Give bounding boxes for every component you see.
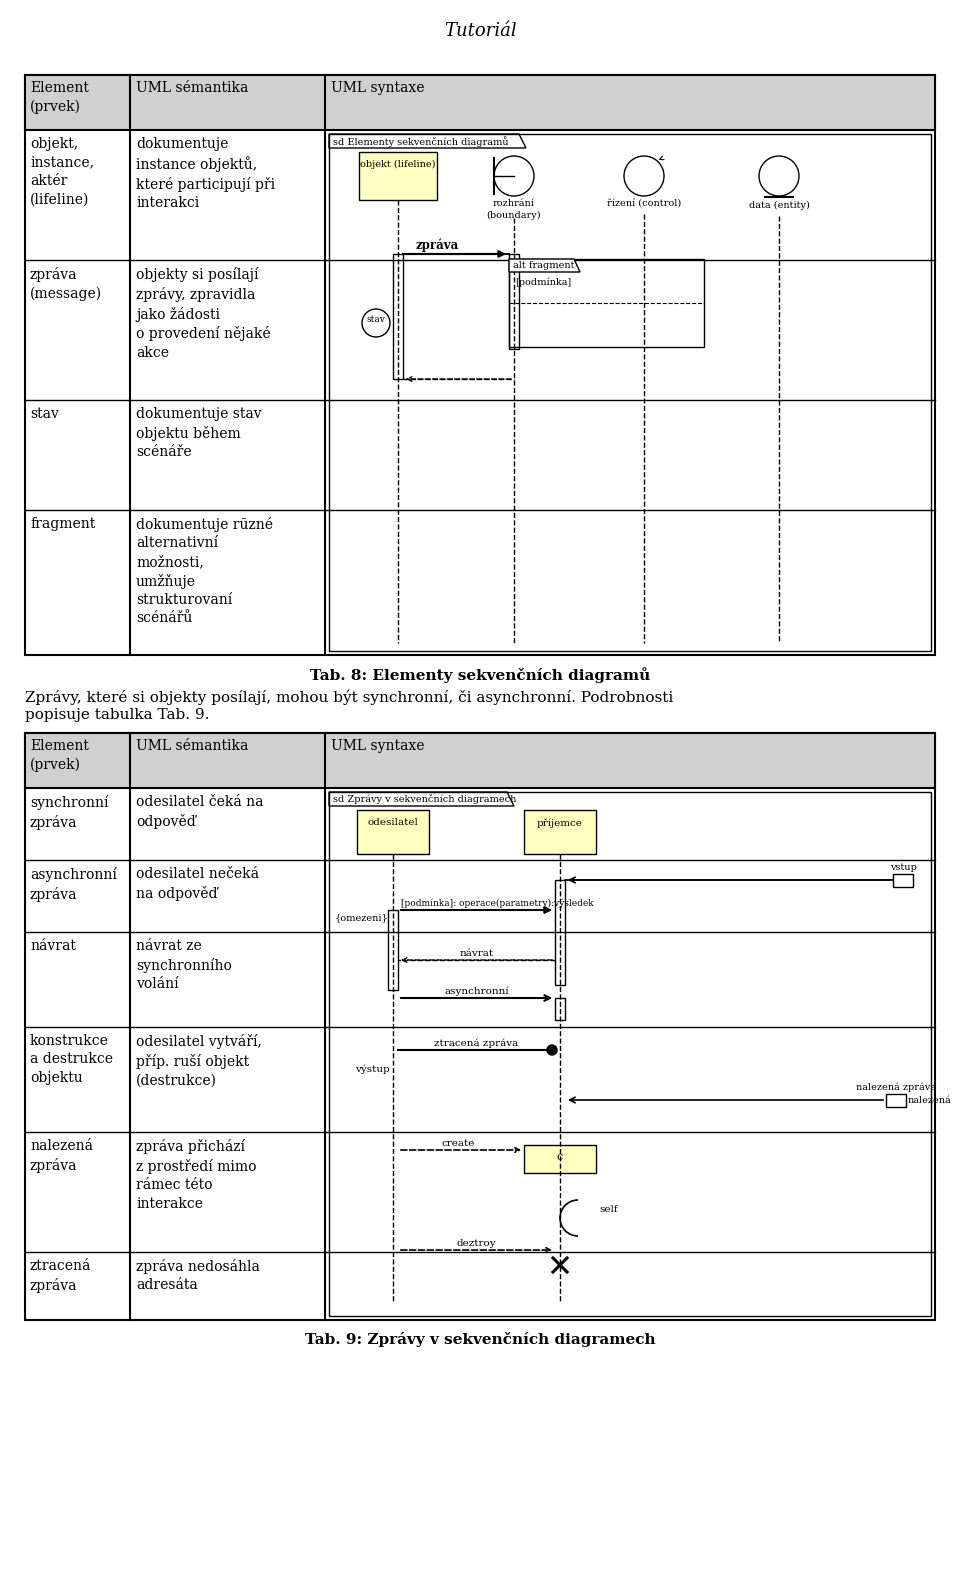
Text: UML sémantika: UML sémantika (136, 82, 249, 94)
Text: nalezená zpráva: nalezená zpráva (856, 1082, 936, 1092)
Text: odesilatel vytváří,
příp. ruší objekt
(destrukce): odesilatel vytváří, příp. ruší objekt (d… (136, 1034, 262, 1087)
Text: objekt,
instance,
aktér
(lifeline): objekt, instance, aktér (lifeline) (30, 137, 94, 206)
Text: zpráva přichází
z prostředí mimo
rámec této
interakce: zpráva přichází z prostředí mimo rámec t… (136, 1139, 256, 1211)
Text: konstrukce
a destrukce
objektu: konstrukce a destrukce objektu (30, 1034, 113, 1086)
Text: objekt (lifeline): objekt (lifeline) (360, 160, 436, 170)
Text: objekty si posílají
zprávy, zpravidla
jako žádosti
o provedení nějaké
akce: objekty si posílají zprávy, zpravidla ja… (136, 267, 271, 360)
Bar (25, 734, 935, 1320)
Text: create: create (442, 1139, 475, 1148)
Text: výstup: výstup (355, 1064, 390, 1073)
Text: Tab. 8: Elementy sekvenčních diagramů: Tab. 8: Elementy sekvenčních diagramů (310, 668, 650, 683)
Text: sd Elementy sekvenčních diagramů: sd Elementy sekvenčních diagramů (333, 137, 509, 146)
Text: ztracená zpráva: ztracená zpráva (434, 1038, 518, 1048)
Bar (357, 811, 429, 855)
Text: self: self (599, 1205, 617, 1214)
Text: řízení (control): řízení (control) (607, 200, 682, 207)
Text: UML syntaxe: UML syntaxe (331, 738, 424, 753)
Text: dokumentuje rūzné
alternativní
možnosti,
umžňuje
strukturovaní
scénářů: dokumentuje rūzné alternativní možnosti,… (136, 517, 273, 625)
Text: zpráva: zpráva (416, 239, 459, 251)
Text: nalezená: nalezená (908, 1097, 951, 1104)
Text: popisuje tabulka Tab. 9.: popisuje tabulka Tab. 9. (25, 709, 209, 723)
Text: data (entity): data (entity) (749, 201, 809, 211)
Bar (893, 873, 913, 886)
Text: dokumentuje stav
objektu během
scénáře: dokumentuje stav objektu během scénáře (136, 407, 262, 459)
Bar (359, 152, 437, 200)
Bar (509, 255, 519, 349)
Text: ztracená
zpráva: ztracená zpráva (30, 1258, 91, 1293)
Text: synchronní
zpráva: synchronní zpráva (30, 795, 108, 829)
Text: sd Zprávy v sekvenčních diagramech: sd Zprávy v sekvenčních diagramech (333, 793, 516, 804)
Bar (329, 792, 931, 1316)
Text: návrat ze
synchronního
volání: návrat ze synchronního volání (136, 939, 232, 991)
Text: Zprávy, které si objekty posílají, mohou být synchronní, či asynchronní. Podrobn: Zprávy, které si objekty posílají, mohou… (25, 690, 673, 704)
Bar (555, 998, 565, 1020)
Text: Element
(prvek): Element (prvek) (30, 738, 89, 771)
Text: [podmínka]: [podmínka] (515, 276, 571, 286)
Bar (329, 134, 931, 650)
Text: příjemce: příjemce (537, 818, 583, 828)
Polygon shape (509, 259, 580, 272)
Text: vstup: vstup (890, 862, 917, 872)
Text: dokumentuje
instance objektů,
které participují při
interakci: dokumentuje instance objektů, které part… (136, 137, 276, 211)
Bar (509, 259, 704, 347)
Text: Tab. 9: Zprávy v sekvenčních diagramech: Tab. 9: Zprávy v sekvenčních diagramech (304, 1332, 656, 1346)
Bar (886, 1093, 906, 1106)
Text: fragment: fragment (30, 517, 95, 531)
Text: stav: stav (367, 314, 385, 324)
Text: UML sémantika: UML sémantika (136, 738, 249, 753)
Bar (555, 880, 565, 985)
Text: Element
(prvek): Element (prvek) (30, 82, 89, 115)
Bar (25, 75, 935, 130)
Text: asynchronní
zpráva: asynchronní zpráva (30, 867, 117, 902)
Text: stav: stav (30, 407, 59, 421)
Text: {omezeni}: {omezeni} (335, 913, 389, 922)
Text: [podmínka]: operace(parametry):výsledek: [podmínka]: operace(parametry):výsledek (401, 899, 593, 908)
Bar (25, 75, 935, 655)
Text: c: c (557, 1152, 564, 1163)
Text: návrat: návrat (30, 939, 76, 954)
Bar (393, 255, 403, 379)
Text: rozhrání
(boundary): rozhrání (boundary) (487, 200, 541, 220)
Text: zpráva nedosáhla
adresáta: zpráva nedosáhla adresáta (136, 1258, 260, 1293)
Circle shape (547, 1045, 557, 1056)
Text: alt fragment: alt fragment (513, 261, 574, 270)
Text: Tutoriál: Tutoriál (444, 22, 516, 39)
Text: zpráva
(message): zpráva (message) (30, 267, 102, 302)
Bar (524, 811, 596, 855)
Text: UML syntaxe: UML syntaxe (331, 82, 424, 94)
Text: asynchronní: asynchronní (444, 987, 509, 996)
Text: odesilatel čeká na
odpověď: odesilatel čeká na odpověď (136, 795, 263, 829)
Text: nalezená
zpráva: nalezená zpráva (30, 1139, 93, 1174)
Text: deztroy: deztroy (457, 1240, 496, 1247)
Text: odesilatel nečeká
na odpověď: odesilatel nečeká na odpověď (136, 867, 259, 900)
Bar (25, 734, 935, 789)
Text: návrat: návrat (460, 949, 493, 958)
Text: odesilatel: odesilatel (368, 818, 419, 826)
Bar (524, 1145, 596, 1174)
Bar (388, 910, 398, 990)
